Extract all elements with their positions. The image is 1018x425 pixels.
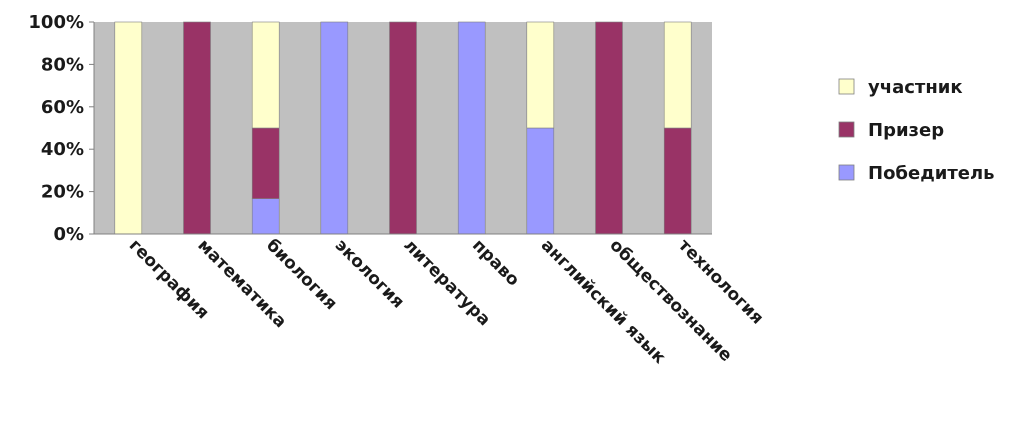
- bar-segment: [183, 21, 211, 235]
- bar-segment: [663, 127, 692, 235]
- y-tick-label: 20%: [41, 182, 84, 203]
- legend-swatch: [838, 78, 855, 95]
- bar-segment: [457, 21, 486, 235]
- bar-segment: [526, 127, 555, 235]
- x-category-label: право: [468, 235, 523, 290]
- x-axis-labels: географияматематикабиологияэкологиялитер…: [125, 235, 767, 368]
- y-tick-label: 100%: [28, 12, 84, 33]
- bar-segment: [251, 127, 280, 199]
- legend-swatch: [838, 121, 855, 138]
- bar-segment: [251, 198, 280, 235]
- y-tick-label: 0%: [53, 224, 84, 245]
- legend-label: Призер: [868, 120, 944, 141]
- x-category-label: экология: [331, 235, 408, 312]
- y-tick-label: 80%: [41, 54, 84, 75]
- legend-label: Победитель: [868, 163, 995, 184]
- legend: участник Призер Победитель: [838, 77, 995, 184]
- y-tick-label: 60%: [41, 97, 84, 118]
- legend-label: участник: [868, 77, 963, 98]
- x-category-label: английский язык: [537, 235, 670, 368]
- bar-segment: [526, 21, 555, 129]
- bar-segment: [389, 21, 417, 235]
- bar-segment: [251, 21, 280, 129]
- x-category-label: обществознание: [605, 235, 735, 365]
- bar-segment: [114, 21, 143, 235]
- y-axis-ticks: 0% 20% 40% 60% 80% 100%: [28, 12, 94, 245]
- bars-group: [114, 21, 692, 235]
- y-tick-label: 40%: [41, 139, 84, 160]
- bar-segment: [663, 21, 692, 129]
- bar-segment: [595, 21, 623, 235]
- legend-swatch: [838, 164, 855, 181]
- bar-segment: [320, 21, 349, 235]
